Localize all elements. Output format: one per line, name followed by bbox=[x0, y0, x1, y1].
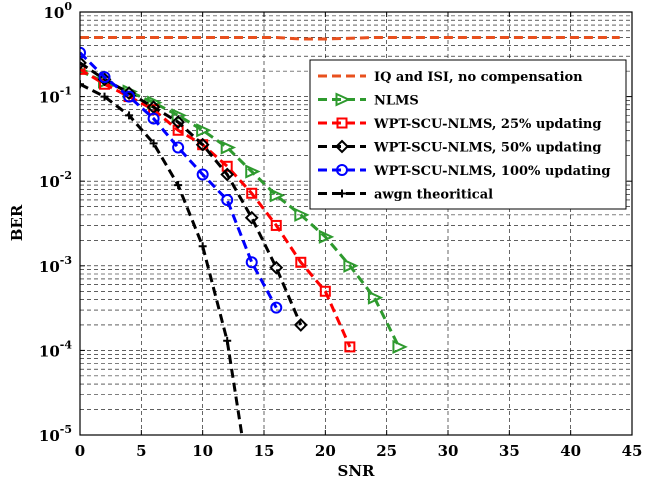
data-point bbox=[125, 111, 134, 120]
data-point bbox=[221, 193, 234, 206]
x-tick-label: 35 bbox=[499, 442, 520, 460]
data-point bbox=[220, 167, 235, 182]
y-tick-label: 10-4 bbox=[39, 338, 72, 360]
x-tick-label: 45 bbox=[622, 442, 643, 460]
data-point bbox=[221, 160, 233, 172]
legend-label: IQ and ISI, no compensation bbox=[374, 70, 583, 85]
x-tick-label: 25 bbox=[376, 442, 397, 460]
axis-ticks: 0 5 10 15 20 25 30 35 40 45 10-5 10-4 10-3 10-2 10-1 10… bbox=[39, 0, 643, 460]
data-point bbox=[344, 341, 356, 353]
legend-swatch-marker bbox=[335, 139, 349, 154]
legend-box bbox=[309, 59, 627, 210]
data-point bbox=[269, 260, 284, 275]
legend-item: NLMS bbox=[318, 92, 419, 109]
data-point bbox=[293, 318, 308, 332]
legend-label: WPT-SCU-NLMS, 100% updating bbox=[373, 164, 610, 179]
data-point bbox=[123, 90, 136, 103]
data-point bbox=[270, 219, 282, 231]
data-point bbox=[97, 72, 112, 87]
x-tick-label: 30 bbox=[438, 442, 459, 460]
data-point bbox=[270, 301, 283, 314]
data-point bbox=[343, 258, 359, 273]
legend-swatch-marker bbox=[335, 92, 351, 107]
series-5 bbox=[80, 46, 283, 314]
legend-label: WPT-SCU-NLMS, 25% updating bbox=[373, 117, 601, 132]
y-tick-label: 10-3 bbox=[39, 254, 72, 276]
data-point bbox=[220, 140, 237, 155]
x-tick-label: 20 bbox=[315, 442, 336, 460]
legend-label: NLMS bbox=[374, 94, 419, 109]
series-1 bbox=[80, 36, 620, 41]
data-point bbox=[196, 168, 209, 181]
legend-item: WPT-SCU-NLMS, 50% updating bbox=[318, 139, 601, 156]
series-6 bbox=[80, 80, 244, 435]
data-point bbox=[245, 256, 258, 269]
x-tick-label: 5 bbox=[136, 442, 146, 460]
data-point bbox=[295, 256, 307, 268]
legend-item: WPT-SCU-NLMS, 25% updating bbox=[318, 117, 601, 132]
data-point bbox=[147, 112, 160, 125]
legend-label: WPT-SCU-NLMS, 50% updating bbox=[373, 141, 601, 156]
legend-swatch-marker bbox=[336, 164, 348, 176]
data-point bbox=[100, 92, 109, 101]
y-tick-label: 10-5 bbox=[39, 423, 72, 445]
plot-frame bbox=[79, 11, 633, 436]
x-tick-label: 10 bbox=[192, 442, 213, 460]
data-point bbox=[392, 339, 408, 354]
data-point bbox=[245, 164, 261, 179]
x-tick-label: 0 bbox=[75, 442, 85, 460]
data-point bbox=[367, 290, 384, 305]
legend-item: IQ and ISI, no compensation bbox=[318, 70, 583, 85]
data-point bbox=[172, 124, 184, 136]
data-point bbox=[122, 86, 136, 101]
data-point bbox=[171, 115, 186, 129]
data-point bbox=[198, 242, 207, 251]
data-point bbox=[98, 71, 111, 84]
data-point bbox=[149, 139, 158, 148]
data-point bbox=[172, 141, 185, 154]
data-point bbox=[80, 63, 86, 75]
x-tick-label: 15 bbox=[254, 442, 275, 460]
legend-item: WPT-SCU-NLMS, 100% updating bbox=[318, 164, 610, 179]
data-point bbox=[244, 210, 259, 225]
data-point bbox=[195, 137, 210, 152]
series-line bbox=[80, 51, 278, 309]
data-point bbox=[174, 181, 183, 190]
data-point bbox=[80, 56, 87, 70]
series-layer bbox=[80, 36, 620, 435]
data-point bbox=[319, 285, 331, 297]
series-line bbox=[80, 68, 352, 348]
series-line bbox=[80, 36, 620, 41]
y-axis-label: BER bbox=[8, 204, 26, 241]
data-point bbox=[196, 123, 212, 138]
y-tick-label: 10-2 bbox=[39, 169, 72, 191]
data-point bbox=[80, 46, 86, 59]
series-line bbox=[80, 82, 244, 435]
y-tick-label: 10-1 bbox=[39, 85, 72, 107]
data-point bbox=[269, 188, 286, 203]
data-point bbox=[318, 229, 335, 244]
data-point bbox=[223, 336, 232, 345]
legend-label: awgn theoritical bbox=[374, 188, 493, 203]
data-point bbox=[80, 80, 84, 89]
data-point bbox=[246, 187, 258, 199]
legend-item: awgn theoritical bbox=[318, 188, 493, 203]
y-tick-label: 100 bbox=[43, 0, 72, 22]
legend-swatch-marker bbox=[336, 117, 348, 129]
x-tick-label: 40 bbox=[560, 442, 581, 460]
legend-swatch-marker bbox=[338, 189, 346, 198]
x-axis-label: SNR bbox=[337, 462, 375, 480]
data-point bbox=[294, 207, 310, 222]
legend: IQ and ISI, no compensation NLMS WPT-SCU-N… bbox=[309, 59, 627, 210]
